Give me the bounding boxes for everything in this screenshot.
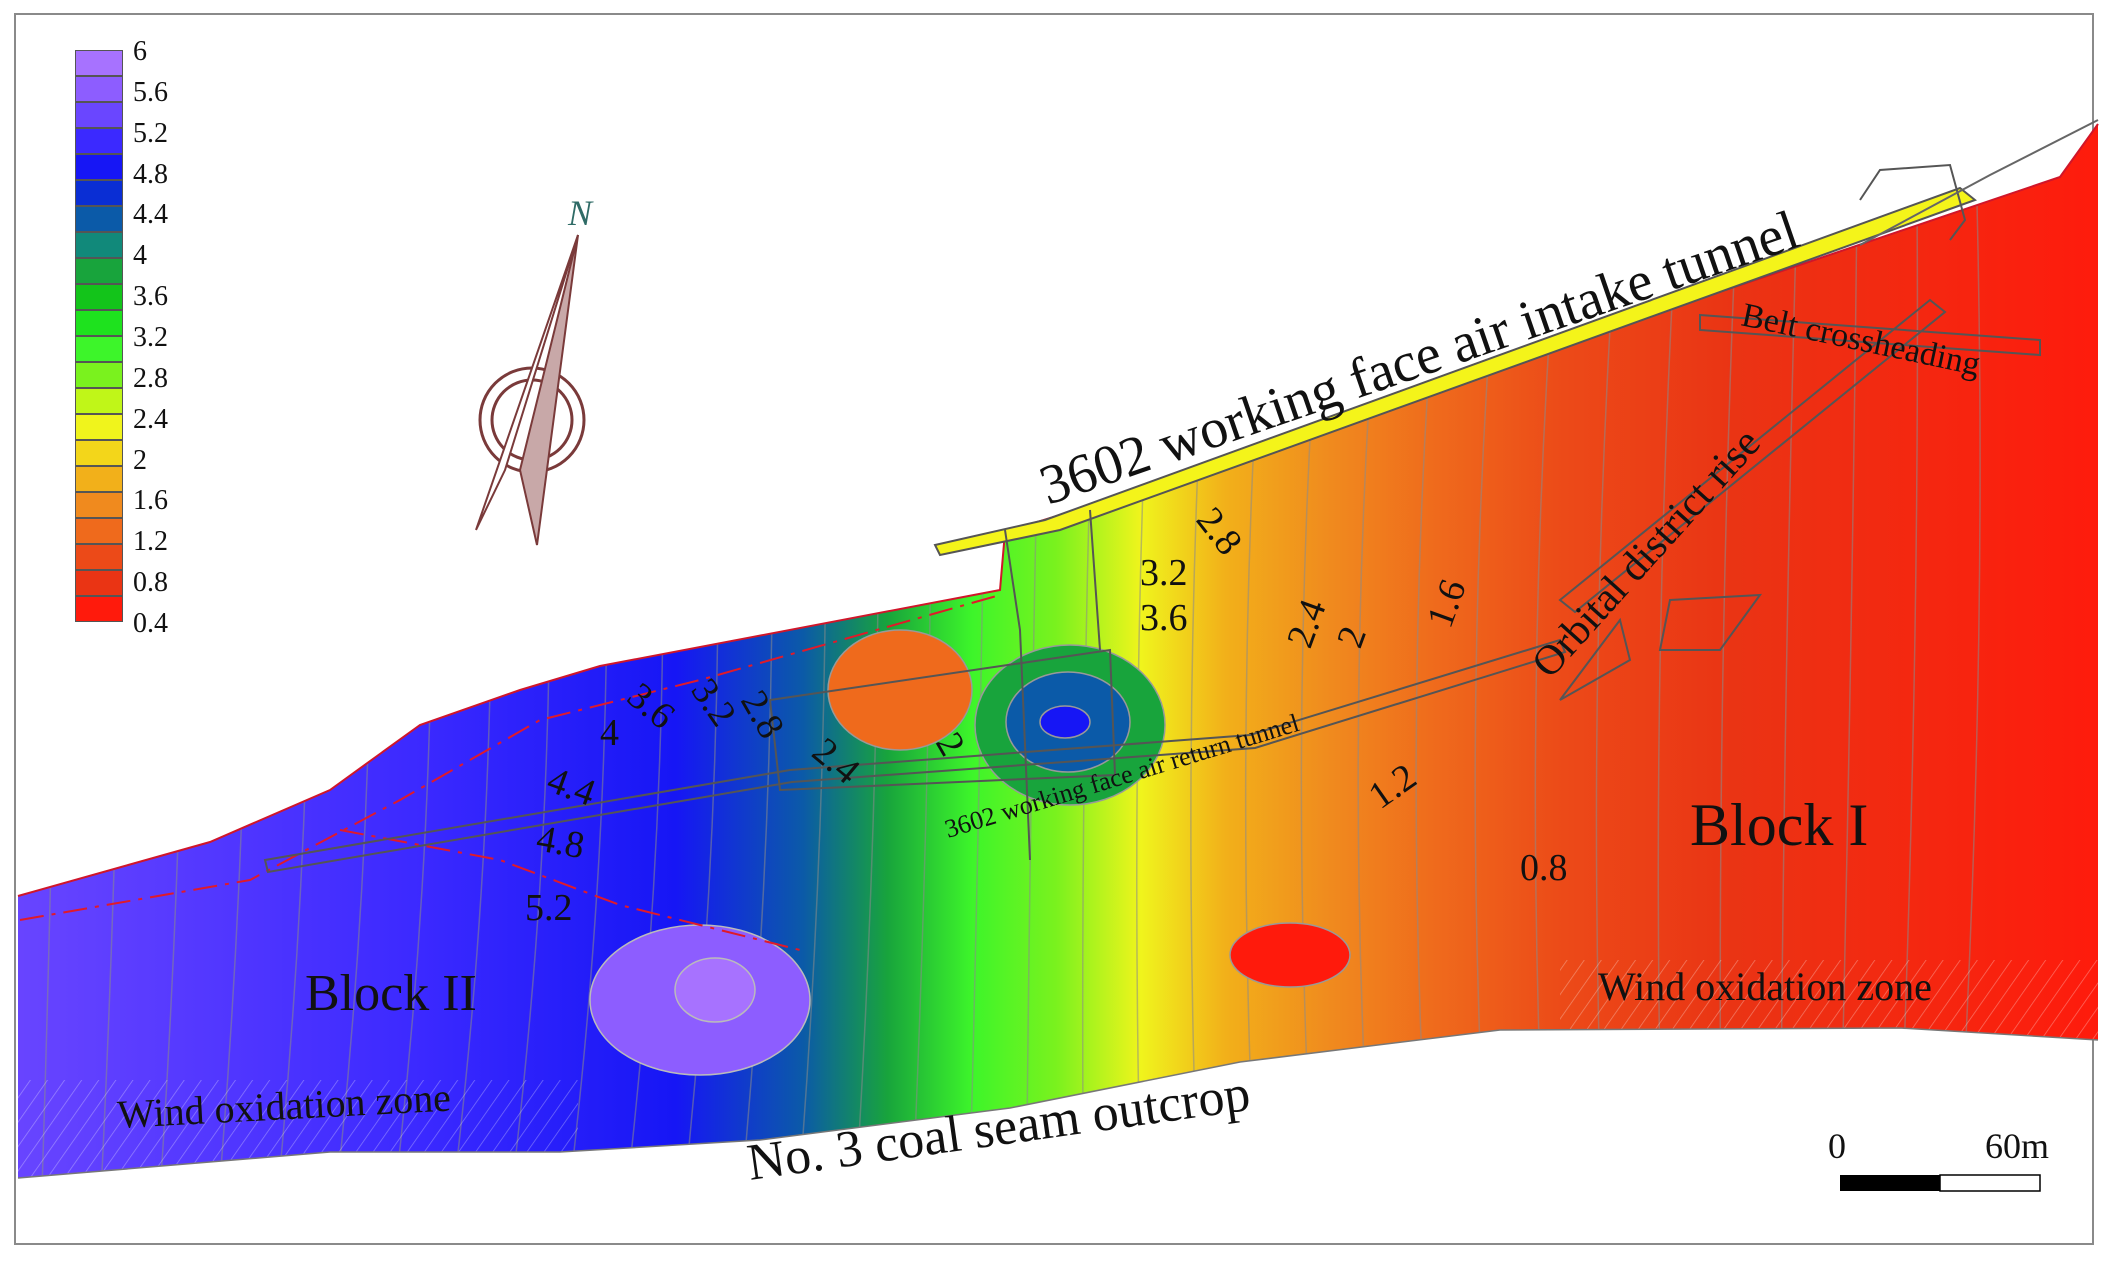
legend-swatch	[75, 50, 123, 76]
compass-needle-left	[475, 234, 579, 531]
legend-swatch	[75, 232, 123, 258]
face-frame	[768, 648, 1117, 792]
label-oxidation-right: Wind oxidation zone	[1598, 964, 1932, 1009]
legend-swatch	[75, 180, 123, 206]
legend-swatch	[75, 388, 123, 414]
connector-tunnels	[1004, 509, 1101, 861]
legend-tick-label: 1.2	[133, 526, 168, 558]
orange-low-patch	[827, 629, 973, 751]
legend-tick-label: 4.4	[133, 199, 168, 231]
legend-swatch	[75, 440, 123, 466]
scale-bar-dark	[1840, 1175, 1940, 1191]
contour-value-label: 3.6	[1140, 597, 1188, 639]
legend-swatch	[75, 310, 123, 336]
scale-bar: 0 60m	[1828, 1126, 2049, 1192]
tunnel-network	[263, 163, 2041, 874]
legend-tick-label: 2	[133, 444, 147, 476]
return-tunnel	[263, 638, 1567, 874]
legend-tick-label: 0.4	[133, 608, 168, 639]
contour-value-label: 5.2	[525, 887, 573, 929]
edge-tunnel	[1859, 119, 2099, 246]
legend-swatch	[75, 76, 123, 102]
orbital-rise-tunnel	[1558, 298, 1947, 614]
legend-tick-label: 3.6	[133, 281, 168, 313]
compass-n-label: N	[567, 193, 594, 233]
legend-tick-label: 4.8	[133, 158, 168, 190]
label-block-1: Block I	[1690, 792, 1868, 858]
district-tunnels	[1559, 593, 1763, 701]
legend-tick-label: 5.2	[133, 117, 168, 149]
belt-crossheading-tunnel	[1699, 313, 2041, 357]
north-arrow: N	[475, 193, 594, 546]
legend-tick-label: 0.8	[133, 567, 168, 599]
legend-tick-label: 3.2	[133, 322, 168, 353]
dash-boundary-lower	[339, 829, 801, 951]
legend-swatch	[75, 570, 123, 596]
low-spot-right	[1229, 922, 1351, 988]
legend-swatch	[75, 258, 123, 284]
legend-swatch	[75, 284, 123, 310]
blue-high-core	[1039, 705, 1091, 739]
legend-swatch	[75, 206, 123, 232]
contour-value-label: 0.8	[1520, 847, 1568, 889]
contour-value-label: 4.8	[533, 818, 587, 868]
scale-start-label: 0	[1828, 1126, 1846, 1166]
outcrop-line	[17, 1027, 2099, 1179]
legend-swatch	[75, 362, 123, 388]
legend-tick-label: 5.6	[133, 76, 168, 108]
legend-swatch	[75, 102, 123, 128]
label-block-2: Block II	[305, 965, 477, 1022]
legend-swatch	[75, 154, 123, 180]
legend-swatch	[75, 544, 123, 570]
legend-swatch	[75, 336, 123, 362]
high-spot-inner	[674, 957, 756, 1023]
contour-value-label: 4	[600, 712, 619, 754]
scale-end-label: 60m	[1985, 1126, 2049, 1166]
legend-swatch	[75, 518, 123, 544]
legend-tick-label: 2.8	[133, 362, 168, 394]
legend-swatch	[75, 492, 123, 518]
legend-swatch	[75, 596, 123, 622]
legend-swatch	[75, 466, 123, 492]
legend-swatch	[75, 128, 123, 154]
scale-bar-light	[1939, 1174, 2041, 1192]
intake-tunnel	[933, 186, 1978, 557]
dash-boundary-upper	[19, 594, 1001, 921]
loop-tunnel	[1859, 163, 1967, 241]
legend-tick-label: 1.6	[133, 485, 168, 517]
legend-tick-label: 6	[133, 36, 147, 67]
legend-swatch	[75, 414, 123, 440]
legend-tick-label: 4	[133, 240, 147, 272]
legend-tick-label: 2.4	[133, 403, 168, 435]
compass-needle-right	[518, 234, 579, 546]
contour-value-label: 3.2	[1140, 552, 1188, 594]
